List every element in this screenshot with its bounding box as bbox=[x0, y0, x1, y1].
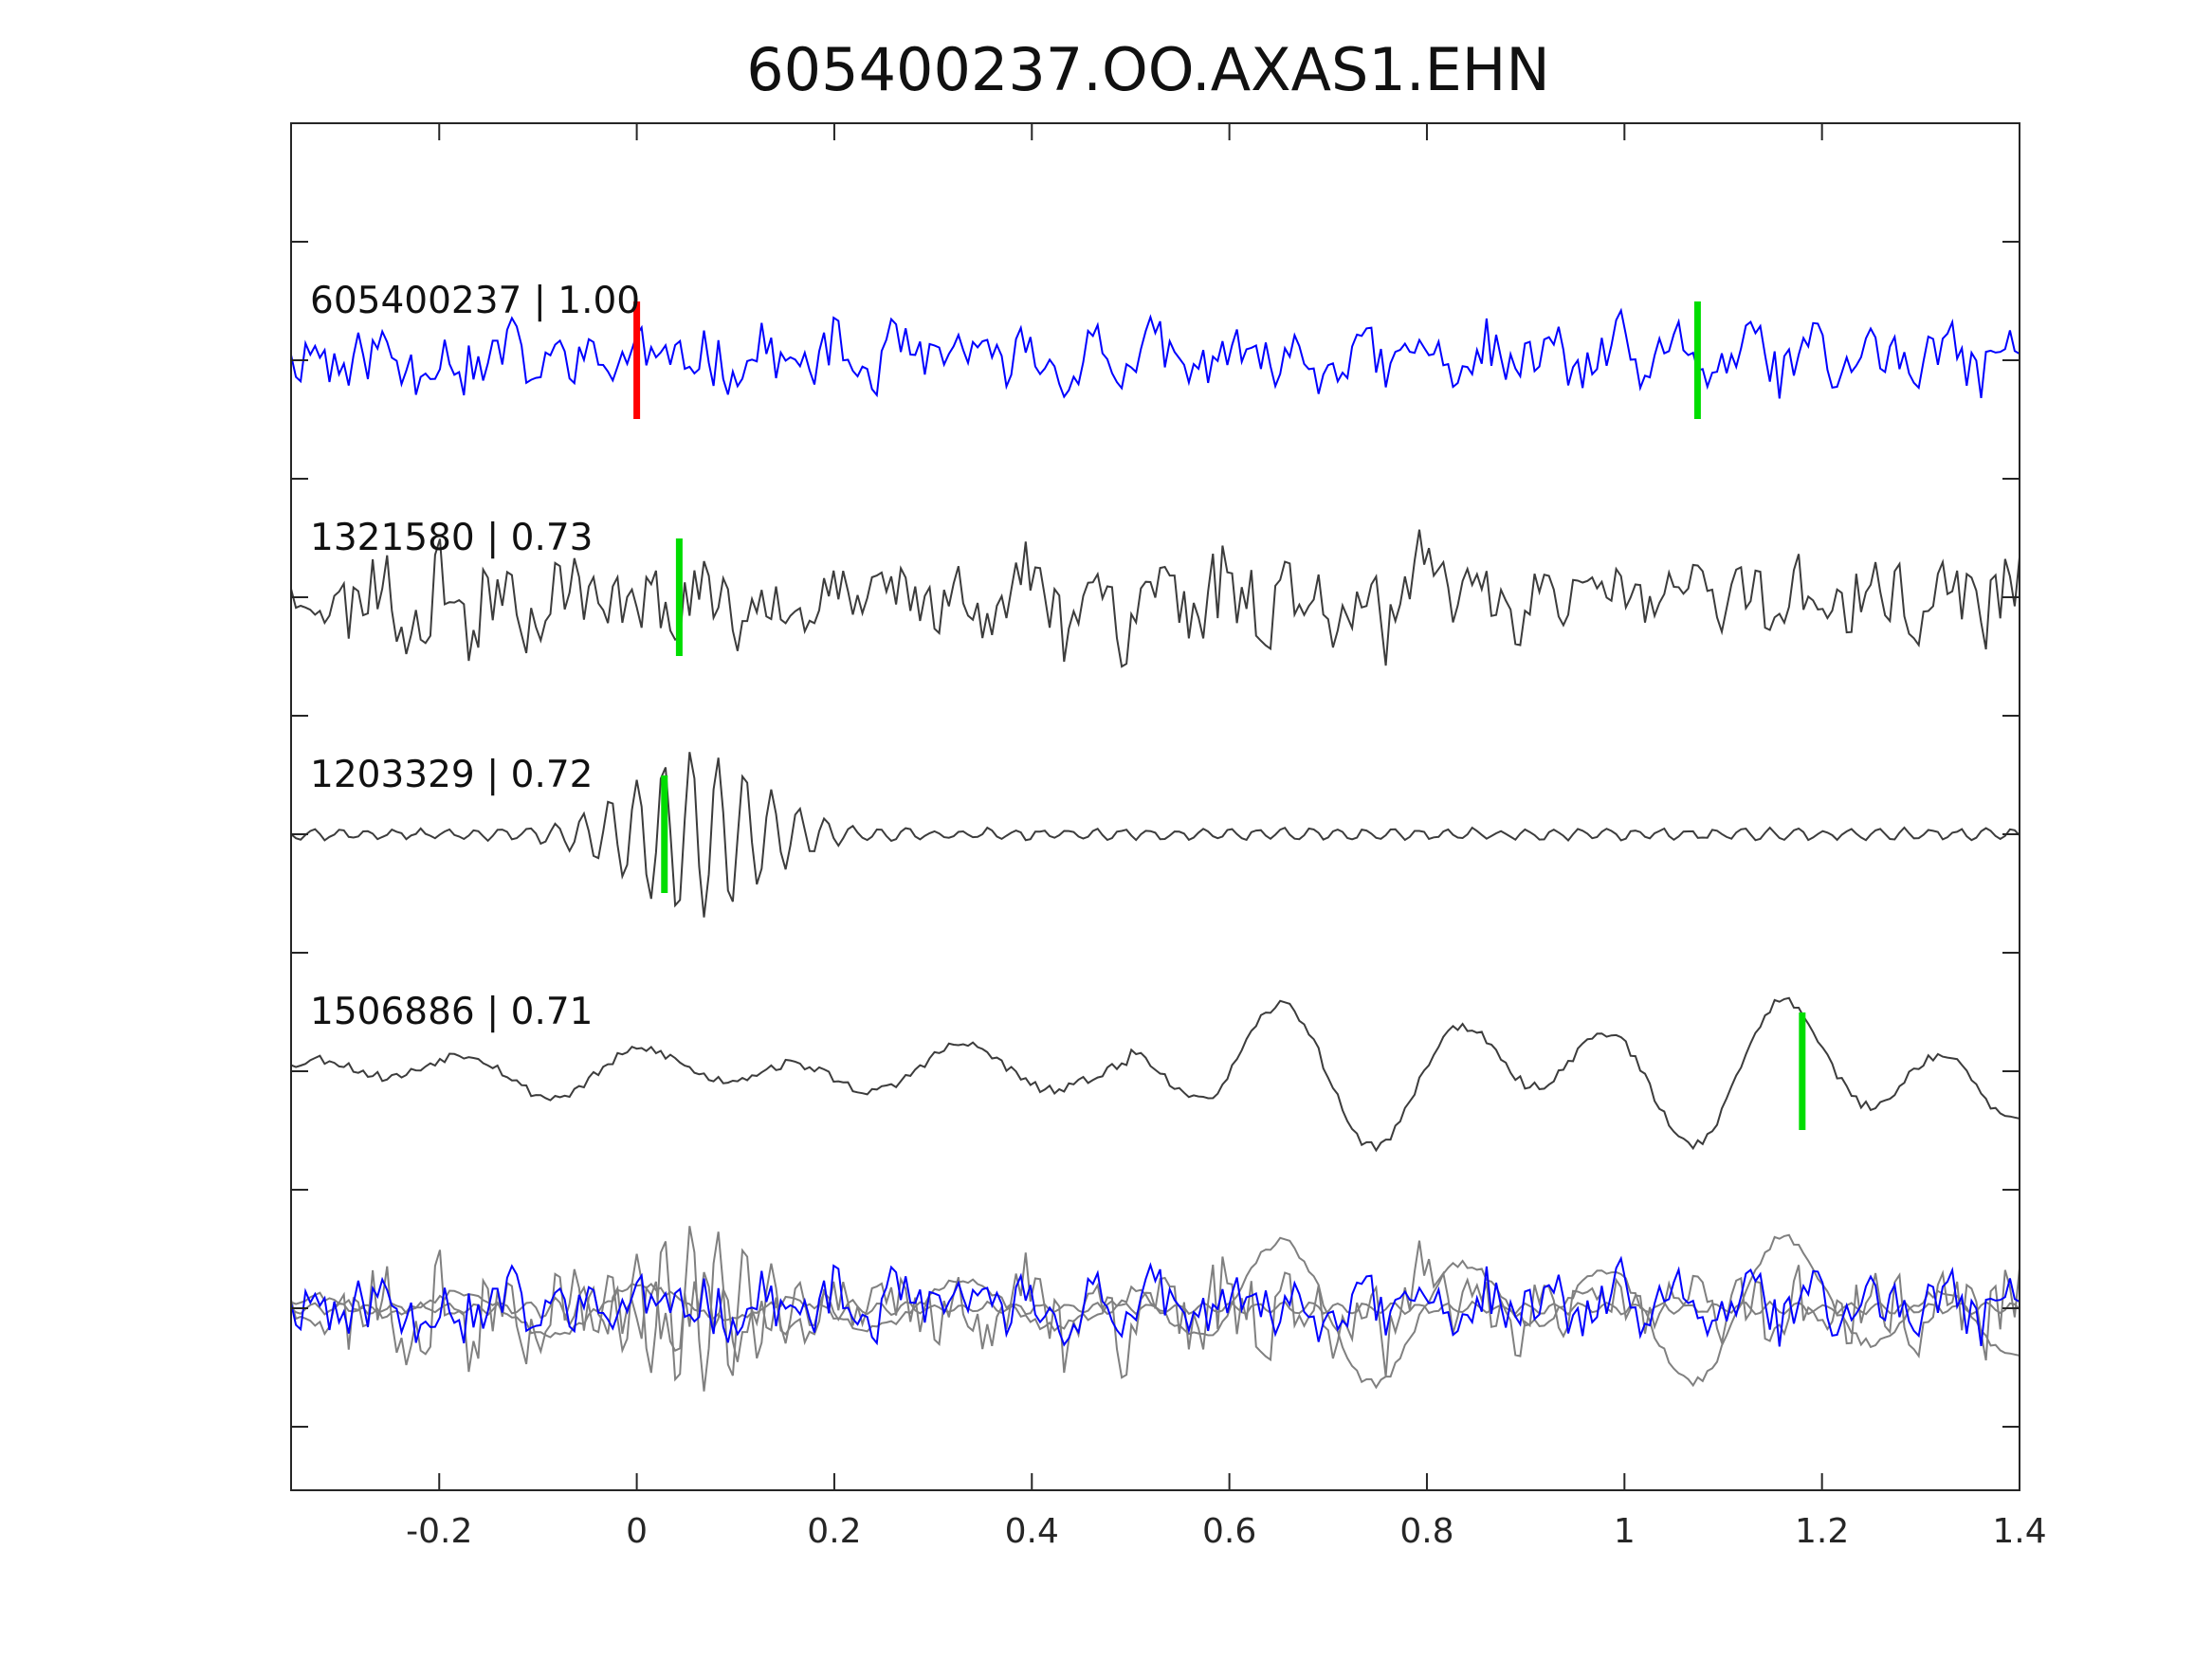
overlay-line-605400237 bbox=[291, 1255, 2020, 1347]
x-tick-label: 1 bbox=[1614, 1512, 1636, 1551]
axes: -0.2 0 0.2 0.4 0.6 0.8 1 1.2 1.4 bbox=[290, 122, 2047, 1551]
x-tick-label: -0.2 bbox=[406, 1512, 472, 1551]
x-tick-label: 1.4 bbox=[1992, 1512, 2046, 1551]
x-tick-label: 0.6 bbox=[1202, 1512, 1256, 1551]
trace-label-1203329: 1203329 | 0.72 bbox=[310, 754, 593, 796]
trace-label-1506886: 1506886 | 0.71 bbox=[310, 991, 593, 1033]
x-tick-label: 0 bbox=[626, 1512, 648, 1551]
overlay-line-1321580 bbox=[291, 1240, 2020, 1379]
x-tick-label: 0.8 bbox=[1399, 1512, 1453, 1551]
traces-group bbox=[291, 301, 2020, 1392]
trace-line-1321580 bbox=[291, 529, 2020, 668]
trace-line-1203329 bbox=[291, 752, 2020, 918]
overlay-line-1506886 bbox=[291, 1233, 2020, 1390]
trace-label-1321580: 1321580 | 0.73 bbox=[310, 517, 593, 559]
trace-line-605400237 bbox=[291, 307, 2020, 399]
chart-title: 605400237.OO.AXAS1.EHN bbox=[746, 35, 1550, 104]
x-tick-label: 0.2 bbox=[807, 1512, 861, 1551]
x-tick-label: 1.2 bbox=[1795, 1512, 1849, 1551]
trace-label-605400237: 605400237 | 1.00 bbox=[310, 280, 640, 322]
trace-line-1506886 bbox=[291, 996, 2020, 1153]
axes-box bbox=[290, 122, 2020, 1491]
x-tick-label: 0.4 bbox=[1005, 1512, 1059, 1551]
plot-area: 605400237 | 1.00 1321580 | 0.73 1203329 | … bbox=[291, 280, 2020, 1392]
